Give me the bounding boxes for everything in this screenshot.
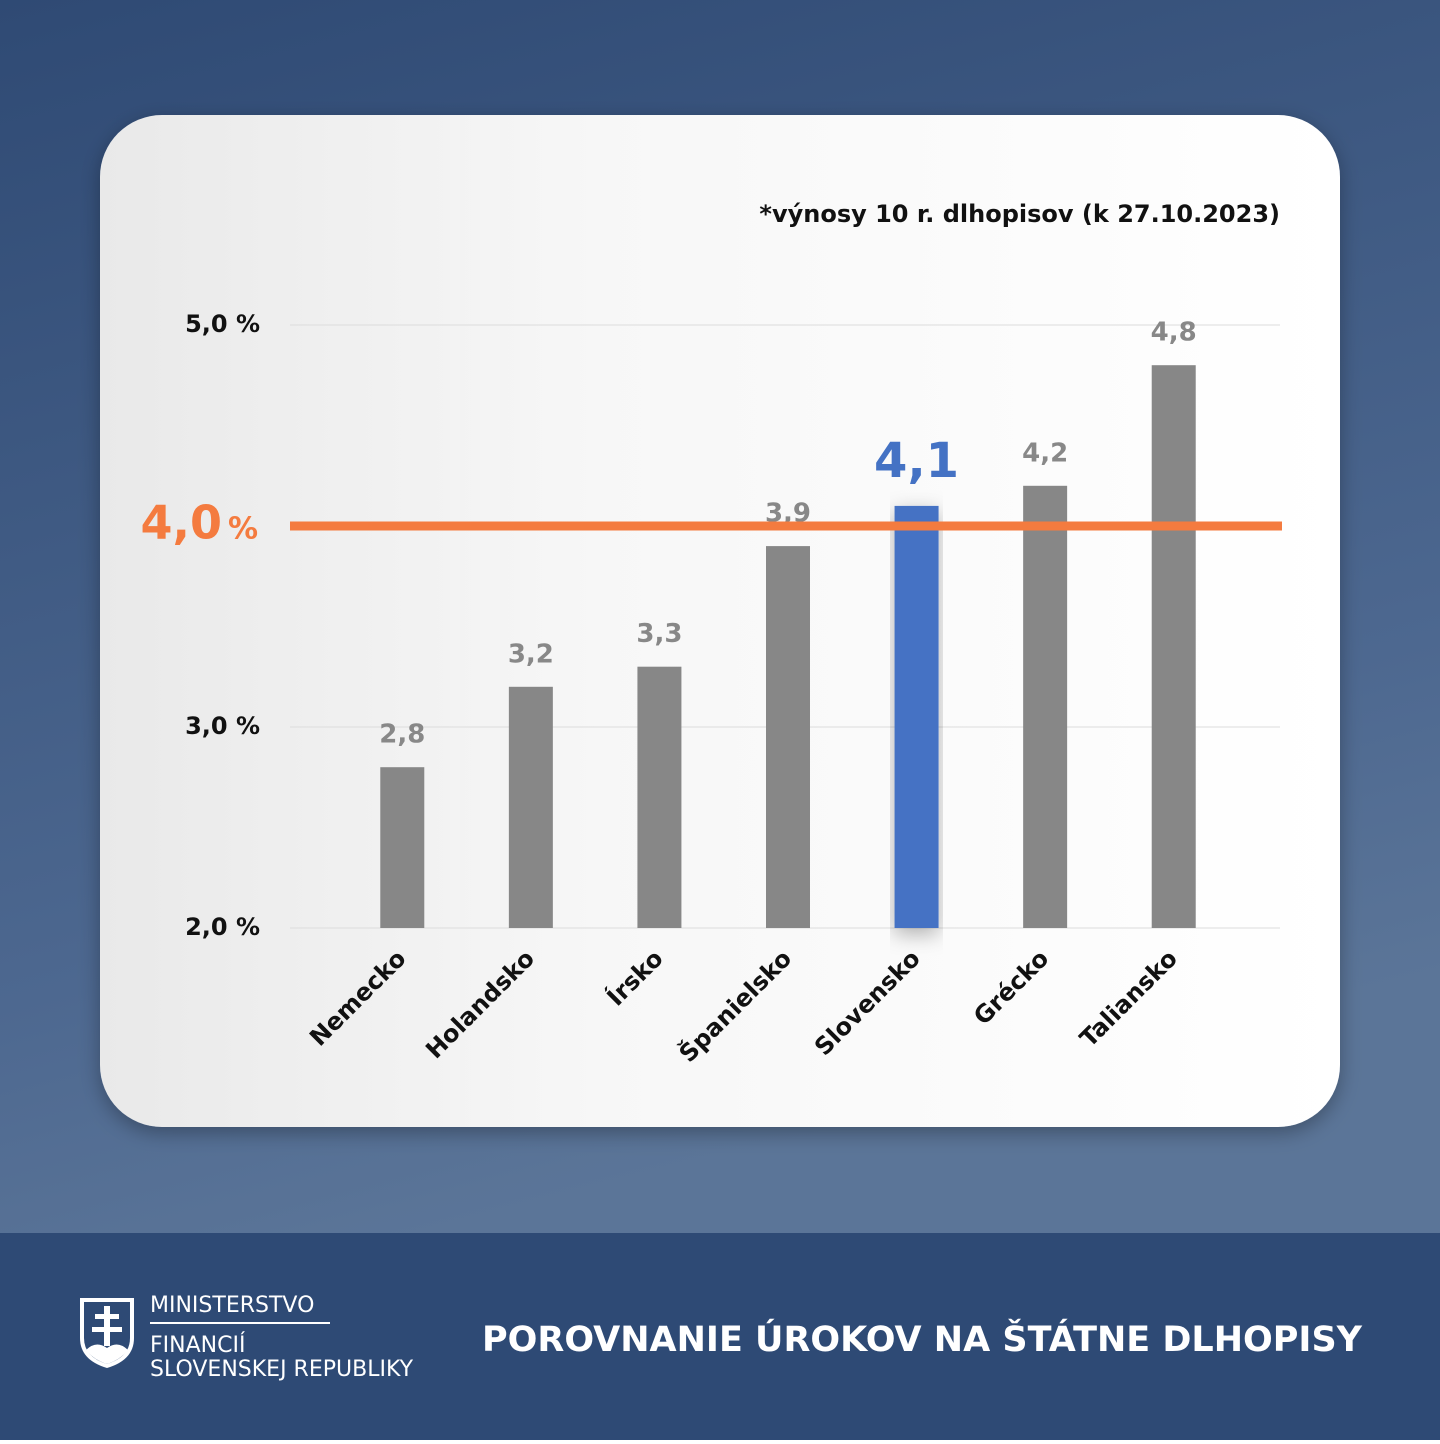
- footer-band: [0, 1233, 1440, 1440]
- bar: [1151, 365, 1196, 928]
- y-tick-label: 3,0 %: [185, 712, 260, 740]
- org-name: SLOVENSKEJ REPUBLIKY: [150, 1357, 414, 1382]
- logo: [80, 1298, 330, 1368]
- bar: [1023, 485, 1068, 928]
- org-name: FINANCIÍ: [150, 1332, 245, 1358]
- chart-title: POROVNANIE ÚROKOV NA ŠTÁTNE DLHOPISY: [482, 1318, 1363, 1360]
- bar: [637, 666, 682, 928]
- data-label: 4,1: [874, 433, 959, 489]
- reference-label: 4,0: [141, 496, 223, 550]
- bar: [894, 505, 939, 928]
- bar: [766, 546, 810, 928]
- y-tick-label: 5,0 %: [185, 310, 260, 338]
- bar: [380, 767, 425, 928]
- data-label: 4,2: [1022, 438, 1068, 468]
- data-label: 2,8: [379, 720, 425, 750]
- data-label: 4,8: [1151, 318, 1197, 348]
- y-tick-label: 2,0 %: [185, 913, 260, 941]
- reference-unit: %: [228, 512, 258, 547]
- bar: [508, 686, 553, 928]
- data-label: 3,2: [508, 639, 554, 669]
- note: *výnosy 10 r. dlhopisov (k 27.10.2023): [759, 200, 1280, 228]
- org-name: MINISTERSTVO: [150, 1293, 314, 1318]
- data-label: 3,3: [636, 619, 682, 649]
